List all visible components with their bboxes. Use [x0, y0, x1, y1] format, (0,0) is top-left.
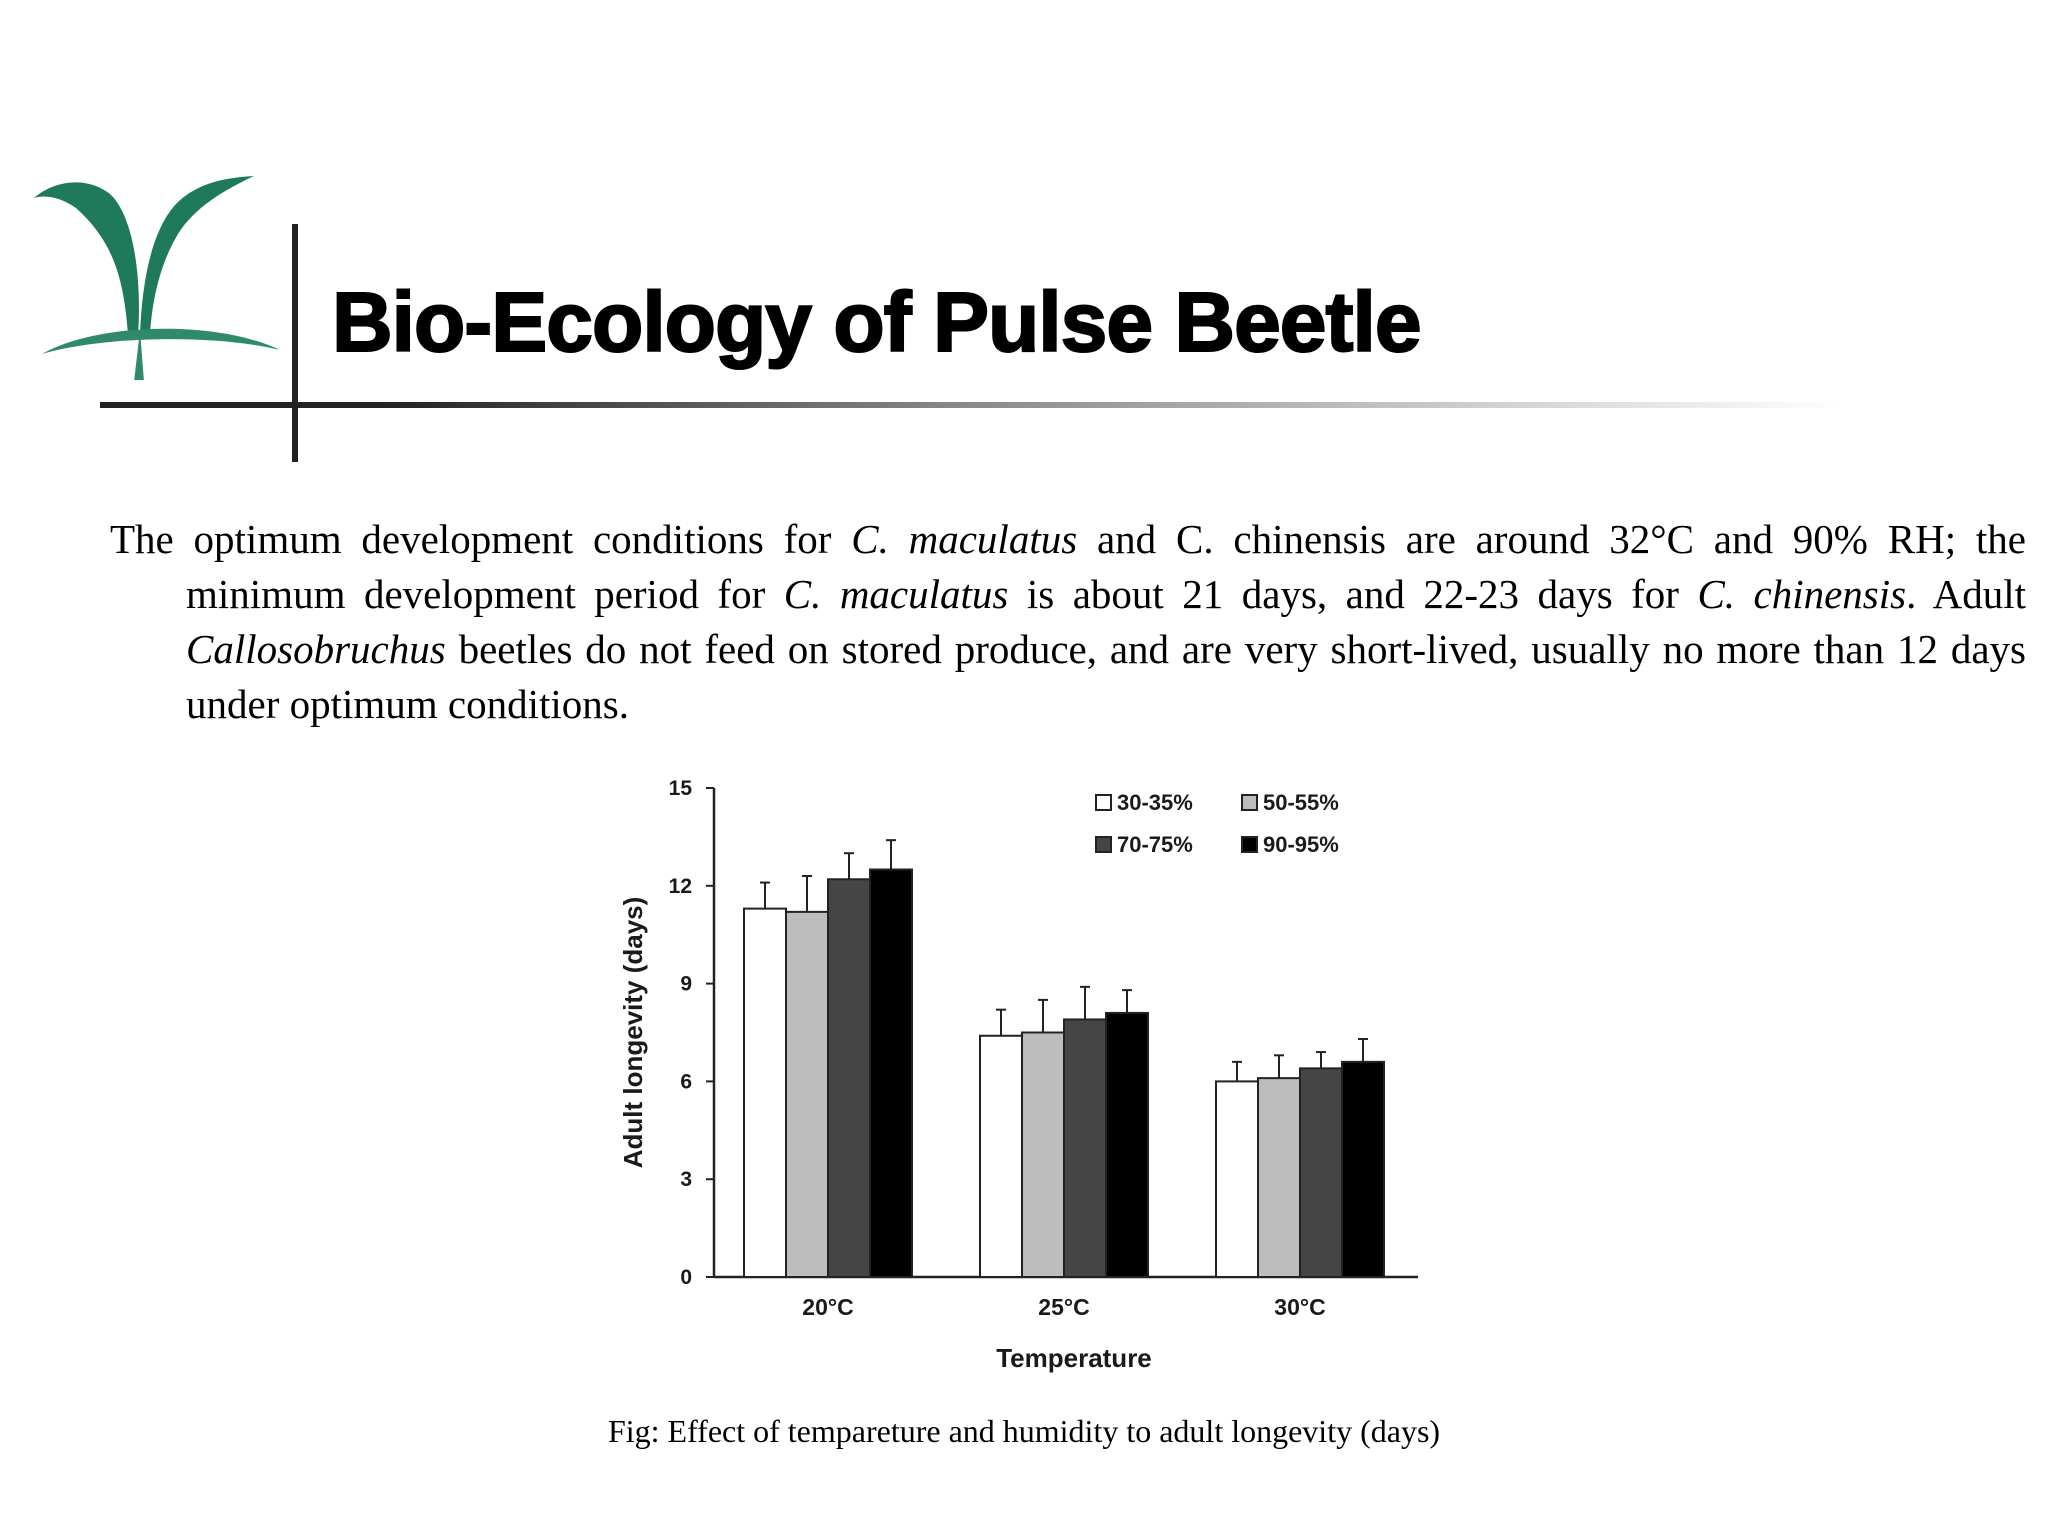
y-tick-label: 0 — [680, 1266, 692, 1289]
bar — [1105, 1011, 1149, 1278]
bar — [1341, 1060, 1385, 1278]
y-tick-label: 15 — [669, 777, 693, 800]
paragraph-text: The optimum development conditions for — [110, 516, 852, 562]
y-tick-label: 6 — [680, 1070, 692, 1093]
bar — [1063, 1018, 1107, 1279]
x-tick-label: 30°C — [1274, 1294, 1325, 1320]
y-axis-label: Adult longevity (days) — [618, 897, 648, 1169]
body-paragraph: The optimum development conditions for C… — [110, 512, 2026, 732]
figure-caption: Fig: Effect of tempareture and humidity … — [607, 1413, 1441, 1449]
species-name: C. maculatus — [783, 571, 1009, 617]
legend-swatch — [1241, 836, 1258, 853]
legend-swatch — [1095, 794, 1112, 811]
legend-swatch — [1095, 836, 1112, 853]
bar — [1021, 1031, 1065, 1278]
paragraph-text: . Adult — [1906, 571, 2026, 617]
y-tick-label: 12 — [669, 875, 692, 898]
x-tick-label: 25°C — [1038, 1294, 1089, 1320]
bar — [1215, 1080, 1259, 1278]
legend-label: 30-35% — [1117, 790, 1193, 815]
species-name: C. chinensis — [1697, 571, 1907, 617]
slide-title: Bio-Ecology of Pulse Beetle — [331, 275, 1423, 369]
legend-label: 90-95% — [1263, 832, 1339, 857]
longevity-bar-chart: 0 3 6 9 12 15 20°C 25°C 30°C Temperature Adult lon… — [618, 777, 1418, 1373]
y-tick-label: 3 — [680, 1168, 692, 1191]
title-vertical-rule — [292, 224, 298, 462]
paragraph-text: is about 21 days, and 22-23 days for — [1008, 571, 1698, 617]
x-tick-label: 20°C — [802, 1294, 853, 1320]
bar — [785, 910, 829, 1278]
bar — [827, 878, 871, 1278]
bar — [1257, 1077, 1301, 1279]
bar — [869, 868, 913, 1278]
x-axis-label: Temperature — [996, 1343, 1152, 1373]
legend-swatch — [1241, 794, 1258, 811]
species-name: Callosobruchus — [186, 626, 446, 672]
bar — [1299, 1067, 1343, 1278]
species-name: C. maculatus — [851, 516, 1078, 562]
paragraph-text: beetles do not feed on stored produce, a… — [186, 626, 2026, 727]
bar — [979, 1034, 1023, 1279]
title-horizontal-rule — [100, 402, 1840, 408]
logo-icon — [34, 176, 278, 380]
legend-label: 70-75% — [1117, 832, 1193, 857]
paragraph-text: and C. chinensis are around 32°C and 90%… — [186, 516, 2026, 617]
bar — [743, 907, 787, 1278]
y-tick-label: 9 — [680, 973, 692, 996]
legend-label: 50-55% — [1263, 790, 1339, 815]
